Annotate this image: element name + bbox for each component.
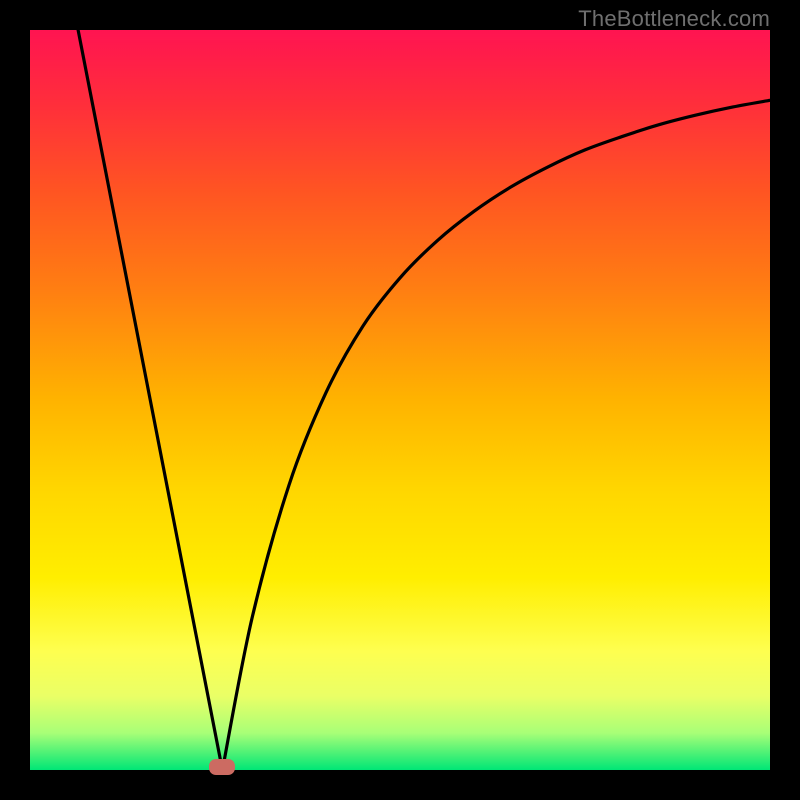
plot-area [30, 30, 770, 770]
optimal-marker [209, 759, 235, 775]
gradient-background [30, 30, 770, 770]
watermark-text: TheBottleneck.com [578, 6, 770, 32]
chart-container: TheBottleneck.com [0, 0, 800, 800]
